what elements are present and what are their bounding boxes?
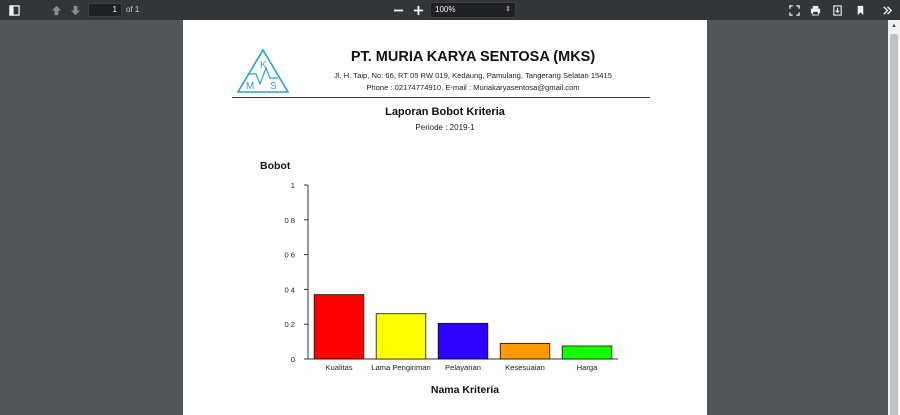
pdf-toolbar: 1 of 1 100% ⇕	[0, 0, 900, 20]
company-name: PT. MURIA KARYA SENTOSA (MKS)	[350, 49, 596, 65]
chart-bar	[375, 313, 427, 360]
company-contact: Phone : 02174774910, E-mail : Muriakarya…	[366, 83, 580, 92]
report-period: Periode : 2019-1	[415, 123, 475, 132]
x-axis-title: Nama Kriteria	[431, 384, 499, 396]
bookmark-icon[interactable]	[852, 2, 868, 18]
page-number-input[interactable]: 1	[88, 3, 122, 17]
zoom-value: 100%	[435, 5, 456, 14]
header-divider	[232, 97, 650, 98]
sidebar-toggle-icon[interactable]	[6, 2, 22, 18]
report-title: Laporan Bobot Kriteria	[385, 106, 505, 118]
x-tick-label: Kesesuaian	[505, 363, 545, 372]
caret-updown-icon: ⇕	[505, 6, 511, 13]
pdf-page: K M S PT. MURIA KARYA SENTOSA (MKS) Jl. …	[183, 20, 707, 415]
y-tick-label: 0 4	[284, 285, 295, 294]
chart-bar	[437, 322, 489, 360]
x-tick-label: Harga	[577, 363, 598, 372]
company-logo: K M S	[236, 48, 290, 93]
scrollbar-thumb[interactable]	[890, 34, 898, 415]
y-axis-title: Bobot	[260, 160, 291, 172]
x-tick-label: Kualitas	[325, 363, 352, 372]
y-tick-label: 0	[291, 355, 295, 364]
x-tick-label: Pelayanan	[445, 363, 481, 372]
logo-letter-s: S	[270, 81, 277, 92]
y-tick-label: 0 2	[284, 320, 295, 329]
chart-bar	[499, 342, 551, 360]
arrow-up-icon[interactable]	[48, 2, 64, 18]
logo-letter-k: K	[260, 60, 267, 71]
scroll-up-arrow-icon[interactable]: ▲	[891, 23, 897, 29]
y-tick-label: 1	[291, 181, 295, 190]
page-total-label: of 1	[126, 5, 140, 14]
download-icon[interactable]	[829, 2, 845, 18]
chart-bar	[561, 345, 613, 360]
printer-icon[interactable]	[807, 2, 823, 18]
x-tick-label: Lama Pengiriman	[371, 363, 431, 372]
double-chevron-right-icon[interactable]	[879, 2, 895, 18]
plus-icon[interactable]	[410, 2, 426, 18]
company-address: Jl. H. Taip, No: 66, RT 05 RW 019, Kedau…	[334, 71, 612, 80]
vertical-scrollbar[interactable]: ▲	[888, 20, 900, 415]
zoom-select[interactable]: 100% ⇕	[430, 2, 516, 18]
fit-page-icon[interactable]	[786, 2, 802, 18]
chart-bar	[313, 294, 365, 360]
bar-chart: Bobot 0 0 2 0 4 0 6 0 8 1 Kualitas Lama Pengirim…	[260, 160, 618, 396]
y-tick-label: 0 8	[284, 216, 295, 225]
arrow-down-icon[interactable]	[67, 2, 83, 18]
minus-icon[interactable]	[390, 2, 406, 18]
y-tick-label: 0 6	[284, 251, 295, 260]
logo-letter-m: M	[246, 81, 254, 92]
